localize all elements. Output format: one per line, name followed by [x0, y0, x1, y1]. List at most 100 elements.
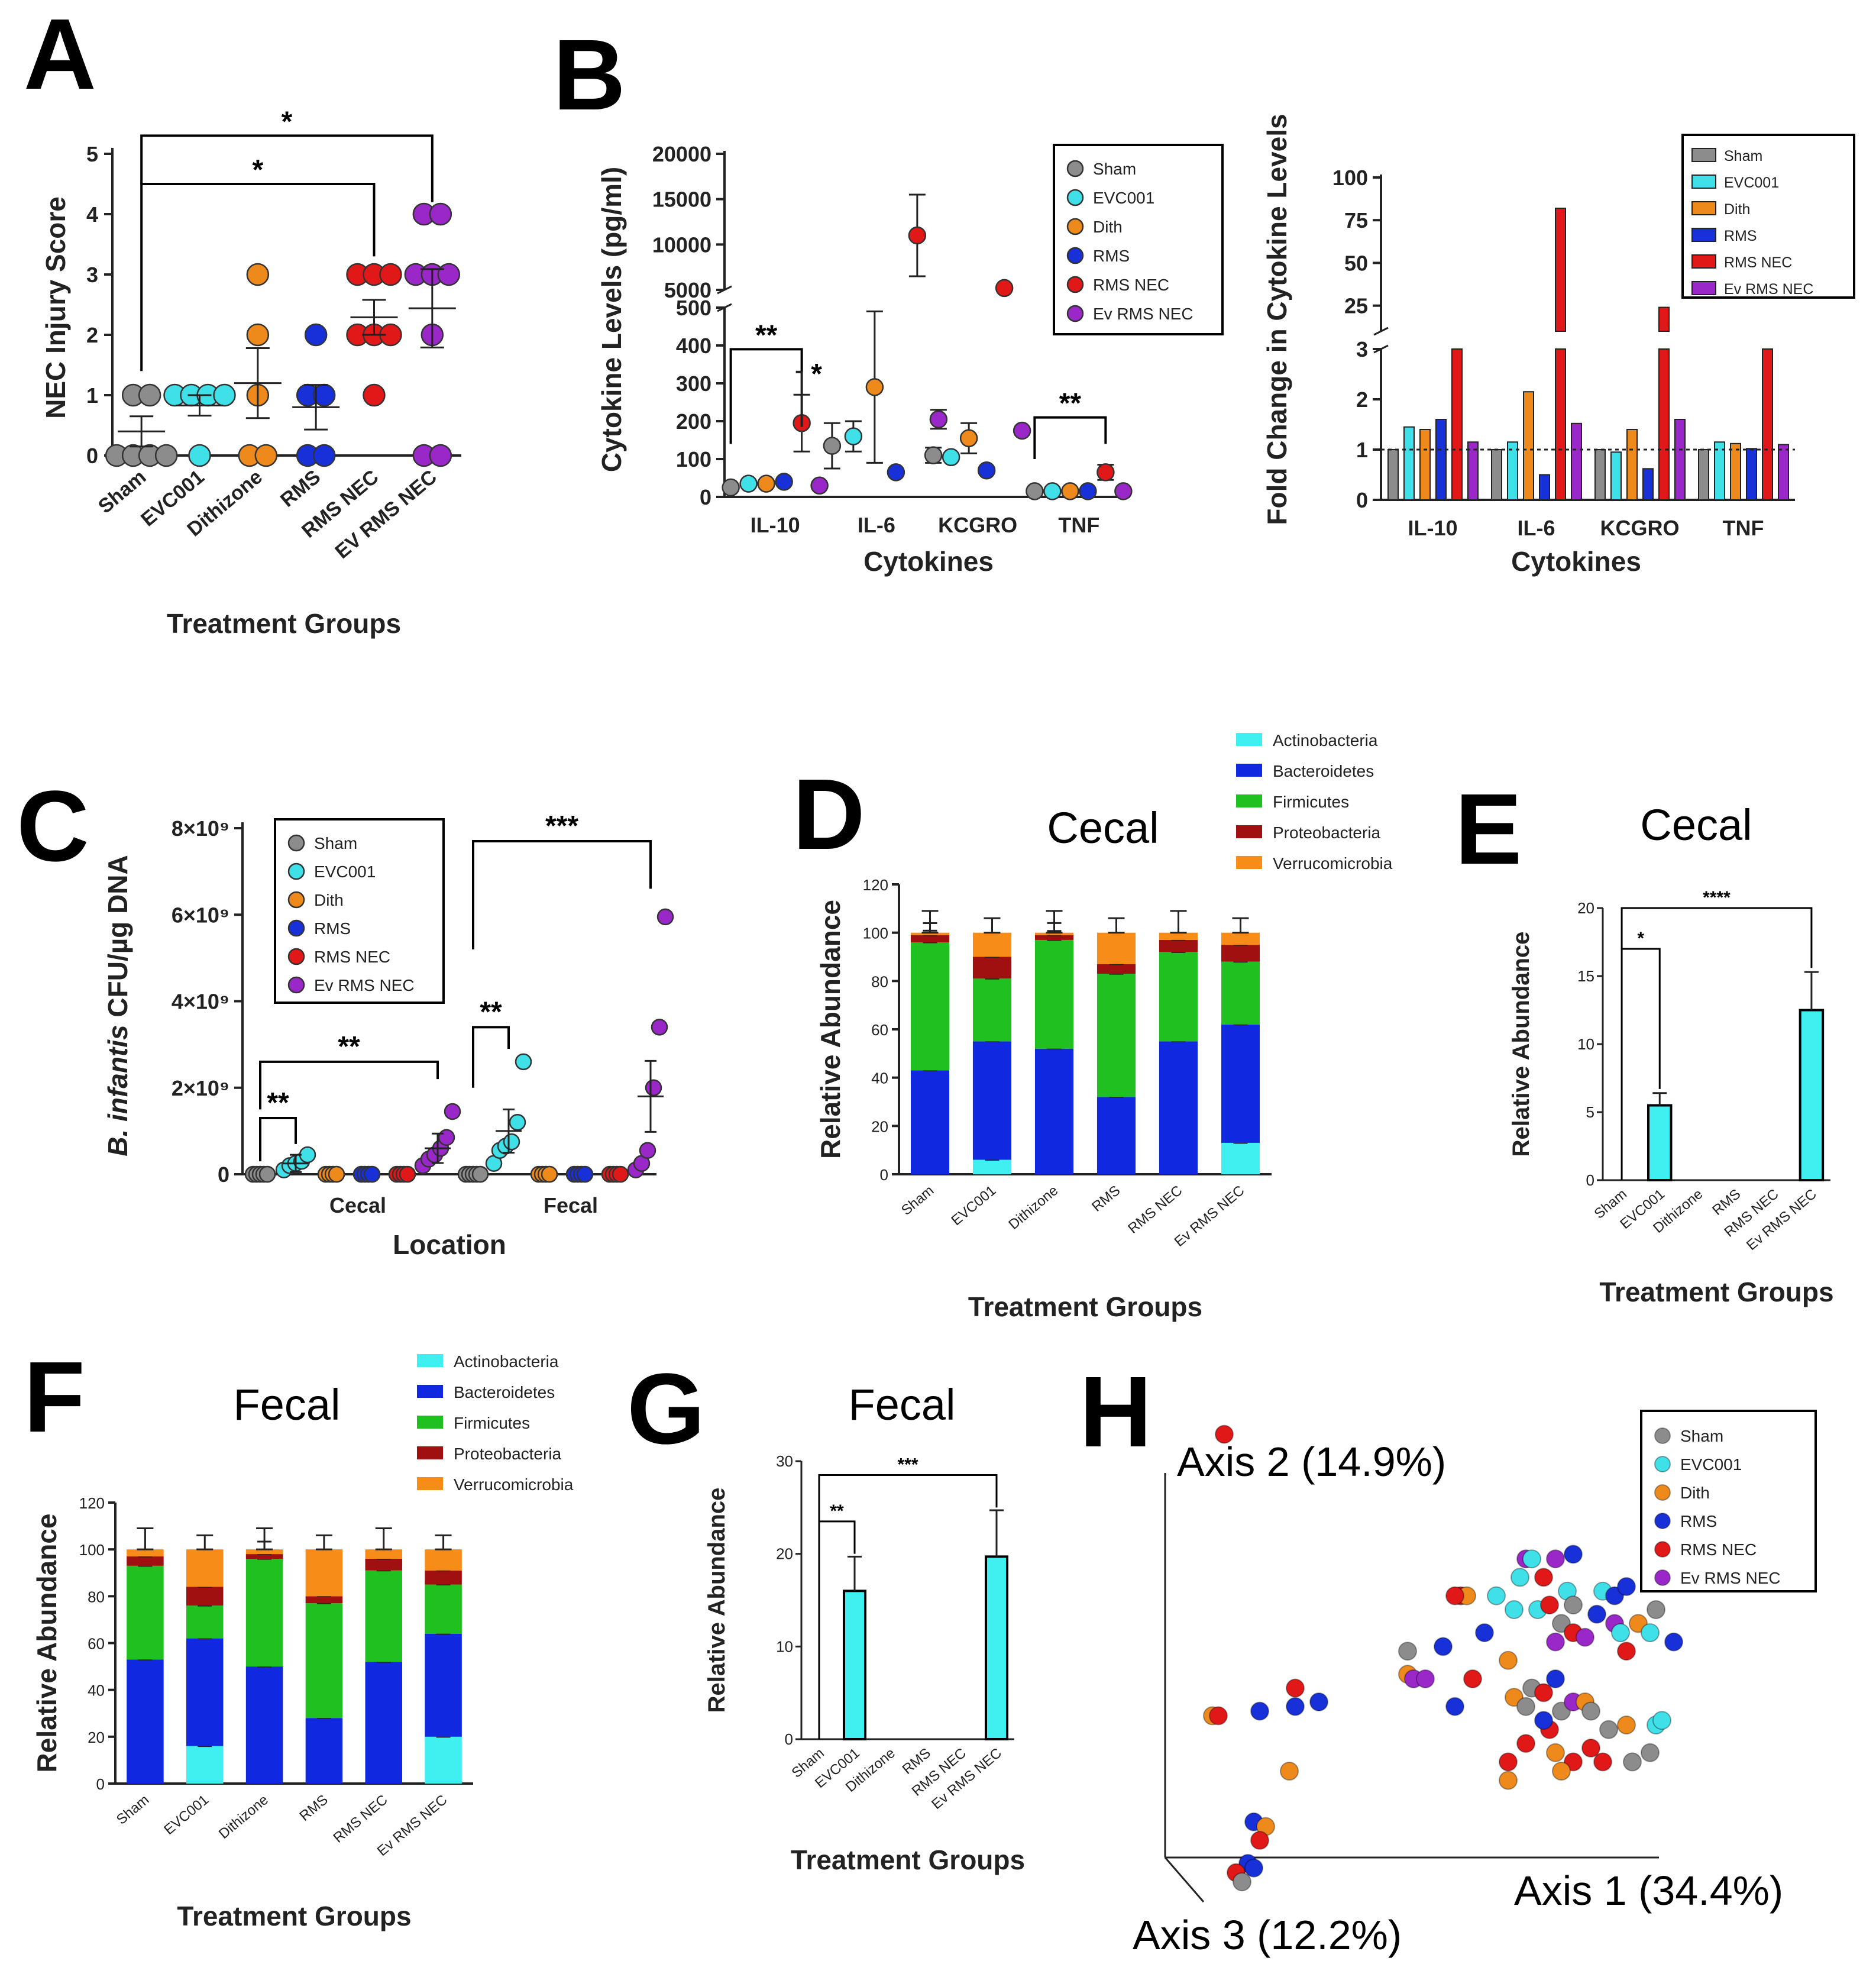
bar — [1491, 449, 1502, 500]
pcoa-point — [1587, 1604, 1606, 1624]
legend-marker — [1654, 1456, 1671, 1472]
x-tick-label: EV RMS NEC — [331, 466, 441, 563]
sig-bracket — [818, 1474, 998, 1521]
bar — [1467, 441, 1479, 500]
pcoa-point — [1499, 1650, 1518, 1670]
data-point — [1114, 482, 1133, 500]
bar — [843, 1590, 866, 1740]
legend-label: Actinobacteria — [454, 1352, 559, 1371]
data-point — [823, 437, 842, 455]
y-tick-label: 0 — [218, 1162, 229, 1187]
pcoa-point — [1516, 1697, 1535, 1716]
bar-segment — [1159, 952, 1198, 1042]
sig-label: * — [811, 358, 822, 390]
legend-label: RMS — [1724, 228, 1757, 244]
data-point — [503, 1133, 520, 1151]
legend-label: Ev RMS NEC — [1724, 281, 1813, 298]
pcoa-point — [1445, 1586, 1464, 1605]
x-axis-title: Treatment Groups — [791, 1844, 1025, 1875]
legend-label: Dith — [1724, 201, 1750, 218]
legend-label: RMS — [1093, 247, 1130, 265]
bar-segment — [127, 1659, 164, 1784]
pcoa-point — [1552, 1762, 1571, 1781]
data-point — [977, 461, 996, 480]
axis-break — [1373, 327, 1389, 336]
y-tick-label: 40 — [88, 1682, 105, 1700]
bar-segment — [972, 932, 1012, 957]
legend-label: Proteobacteria — [1273, 823, 1381, 842]
pcoa-point — [1215, 1424, 1234, 1444]
pcoa-point — [1576, 1627, 1594, 1647]
bar-segment — [1221, 961, 1260, 1025]
bar — [1435, 419, 1447, 500]
bar-segment — [365, 1549, 403, 1559]
x-tick-label: RMS — [276, 466, 325, 512]
bar-segment — [1221, 945, 1260, 962]
pcoa-point — [1309, 1692, 1328, 1711]
sig-bracket — [818, 1520, 856, 1739]
sig-bracket — [1621, 907, 1813, 968]
y-tick-label: 40 — [871, 1070, 888, 1087]
y-tick-label: 0 — [1586, 1171, 1594, 1189]
panel-letter-a: A — [24, 0, 96, 111]
data-point — [722, 478, 740, 497]
data-point — [651, 1019, 668, 1036]
legend-label: Sham — [1680, 1427, 1723, 1445]
bar-segment — [365, 1662, 403, 1784]
x-tick-label: Sham — [898, 1183, 937, 1219]
chart-title: Cecal — [1640, 800, 1752, 849]
bar — [1714, 441, 1725, 500]
x-axis-title: Location — [393, 1229, 506, 1260]
data-point — [645, 1079, 662, 1096]
legend-label: Dith — [314, 891, 344, 909]
sig-label: ** — [480, 996, 502, 1028]
legend-label: Verrucomicrobia — [1273, 854, 1393, 873]
data-point — [246, 323, 270, 347]
y-tick-label: 10000 — [652, 232, 711, 257]
sig-label: ** — [755, 319, 778, 351]
legend-box — [274, 818, 445, 1004]
pcoa-point — [1581, 1701, 1600, 1721]
bar — [1507, 441, 1518, 500]
bar — [1642, 468, 1654, 500]
data-point — [995, 279, 1014, 298]
x-tick-label: Dithizone — [1005, 1183, 1061, 1233]
legend-label: EVC001 — [1724, 175, 1779, 191]
pcoa-point — [1510, 1568, 1529, 1587]
bar-segment — [186, 1587, 224, 1606]
y-axis-title: B. infantis CFU/µg DNA — [102, 855, 133, 1156]
legend-swatch — [1236, 764, 1262, 777]
x-tick-label: IL-10 — [1408, 516, 1457, 540]
pcoa-point — [1647, 1600, 1665, 1619]
y-tick-label: 5000 — [664, 278, 711, 302]
data-point — [299, 1146, 316, 1164]
y-tick-label: 4×10⁹ — [172, 990, 229, 1014]
bar-segment — [127, 1565, 164, 1660]
pcoa-point — [1398, 1642, 1417, 1661]
chart-title: Cecal — [1047, 803, 1159, 852]
legend-marker — [287, 862, 305, 880]
y-axis-title-italic: B. infantis — [102, 1025, 133, 1156]
bar — [1730, 442, 1741, 500]
bar-segment — [972, 1041, 1012, 1160]
bar-segment — [245, 1554, 283, 1559]
bar — [1610, 451, 1622, 500]
y-axis-title: Relative Abundance — [704, 1488, 730, 1713]
bar-segment — [305, 1603, 343, 1718]
y-tick-label: 400 — [676, 334, 711, 358]
pcoa-point — [1475, 1623, 1494, 1642]
data-point — [908, 226, 927, 245]
bar — [1674, 419, 1686, 500]
bar-segment — [1159, 1041, 1198, 1174]
bar-segment — [186, 1605, 224, 1639]
y-tick-label: 2 — [1356, 387, 1368, 412]
bar-segment — [1097, 974, 1136, 1097]
legend-marker — [1654, 1484, 1671, 1501]
pcoa-point — [1522, 1549, 1541, 1569]
y-tick-label: 15 — [1577, 967, 1594, 985]
data-point — [1026, 482, 1044, 500]
legend-marker — [1066, 276, 1084, 293]
x-tick-label: Sham — [114, 1792, 152, 1828]
legend-swatch — [417, 1446, 443, 1459]
y-tick-label: 0 — [785, 1730, 793, 1748]
